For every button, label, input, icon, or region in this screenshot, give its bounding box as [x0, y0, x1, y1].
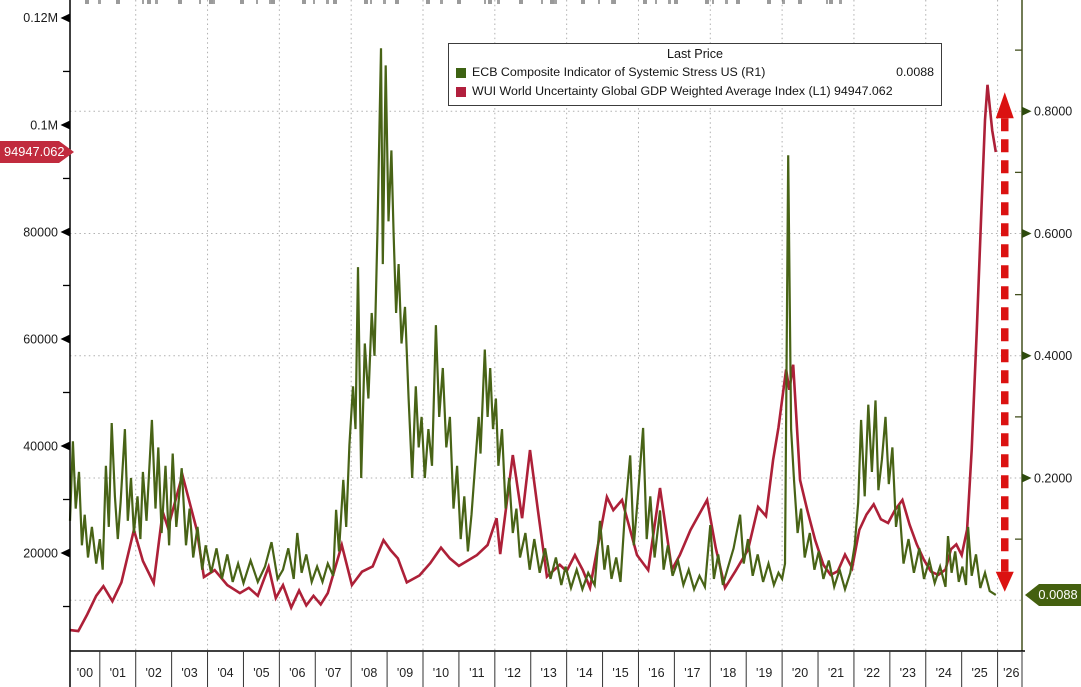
legend-label-ciss: ECB Composite Indicator of Systemic Stre… — [472, 65, 766, 79]
legend-title: Last Price — [667, 47, 723, 61]
svg-text:'11: '11 — [469, 666, 484, 680]
svg-text:0.12M: 0.12M — [23, 11, 58, 25]
legend-row-wui: WUI World Uncertainty Global GDP Weighte… — [456, 82, 934, 101]
svg-text:'02: '02 — [146, 666, 162, 680]
series-1 — [68, 48, 997, 596]
svg-text:'26: '26 — [1003, 666, 1019, 680]
svg-text:'24: '24 — [936, 666, 952, 680]
svg-text:'03: '03 — [181, 666, 197, 680]
legend-swatch-red-icon — [456, 86, 466, 97]
svg-text:0.2000: 0.2000 — [1034, 471, 1072, 485]
svg-text:'23: '23 — [900, 666, 916, 680]
legend-value-ciss: 0.0088 — [896, 65, 934, 79]
svg-text:'18: '18 — [720, 666, 736, 680]
svg-text:20000: 20000 — [23, 546, 58, 560]
series-0 — [69, 84, 998, 633]
left-axis-last-value-badge: 94947.062 — [0, 141, 74, 163]
svg-text:'22: '22 — [864, 666, 880, 680]
svg-text:60000: 60000 — [23, 332, 58, 346]
svg-text:'21: '21 — [828, 666, 844, 680]
svg-text:'25: '25 — [971, 666, 987, 680]
svg-text:'10: '10 — [433, 666, 449, 680]
legend-label-wui: WUI World Uncertainty Global GDP Weighte… — [472, 84, 893, 98]
dashed-arrow-annotation — [995, 92, 1014, 592]
svg-text:'20: '20 — [792, 666, 808, 680]
svg-text:'01: '01 — [110, 666, 126, 680]
cropped-title-remnant — [85, 0, 845, 4]
series-line-wui — [69, 84, 998, 633]
svg-text:'14: '14 — [576, 666, 592, 680]
svg-text:'17: '17 — [684, 666, 700, 680]
svg-text:'16: '16 — [648, 666, 664, 680]
gridlines — [70, 0, 1022, 651]
x-axis: '00 '01 '02 '03 '04 '05 '06 '07 '08 '09 '10 '11 '12 '… — [77, 651, 1023, 687]
svg-text:0.1M: 0.1M — [30, 118, 58, 132]
arrow-down-head-icon — [995, 571, 1014, 592]
legend-swatch-green-icon — [456, 67, 466, 78]
left-axis: 0.12M 0.1M 80000 60000 40000 20000 — [23, 11, 70, 608]
series-line-ciss — [68, 48, 997, 596]
left-badge-text: 94947.062 — [4, 144, 65, 159]
svg-text:'08: '08 — [361, 666, 377, 680]
right-axis: 0.8000 0.6000 0.4000 0.2000 — [1015, 49, 1072, 540]
arrow-up-head-icon — [995, 92, 1014, 119]
svg-text:'19: '19 — [756, 666, 772, 680]
svg-text:'04: '04 — [217, 666, 233, 680]
svg-text:'06: '06 — [289, 666, 305, 680]
svg-text:'00: '00 — [77, 666, 93, 680]
svg-text:'07: '07 — [325, 666, 341, 680]
svg-text:'12: '12 — [505, 666, 521, 680]
svg-text:0.8000: 0.8000 — [1034, 105, 1072, 119]
svg-text:40000: 40000 — [23, 439, 58, 453]
right-badge-text: 0.0088 — [1038, 587, 1078, 602]
svg-text:80000: 80000 — [23, 225, 58, 239]
legend-row-ciss: ECB Composite Indicator of Systemic Stre… — [456, 63, 934, 82]
svg-text:0.4000: 0.4000 — [1034, 349, 1072, 363]
legend-box[interactable]: Last Price ECB Composite Indicator of Sy… — [448, 43, 942, 106]
svg-text:0.6000: 0.6000 — [1034, 227, 1072, 241]
right-axis-last-value-badge: 0.0088 — [1025, 584, 1081, 606]
svg-text:'05: '05 — [253, 666, 269, 680]
svg-text:'13: '13 — [541, 666, 557, 680]
svg-text:'09: '09 — [397, 666, 413, 680]
svg-text:'15: '15 — [612, 666, 628, 680]
